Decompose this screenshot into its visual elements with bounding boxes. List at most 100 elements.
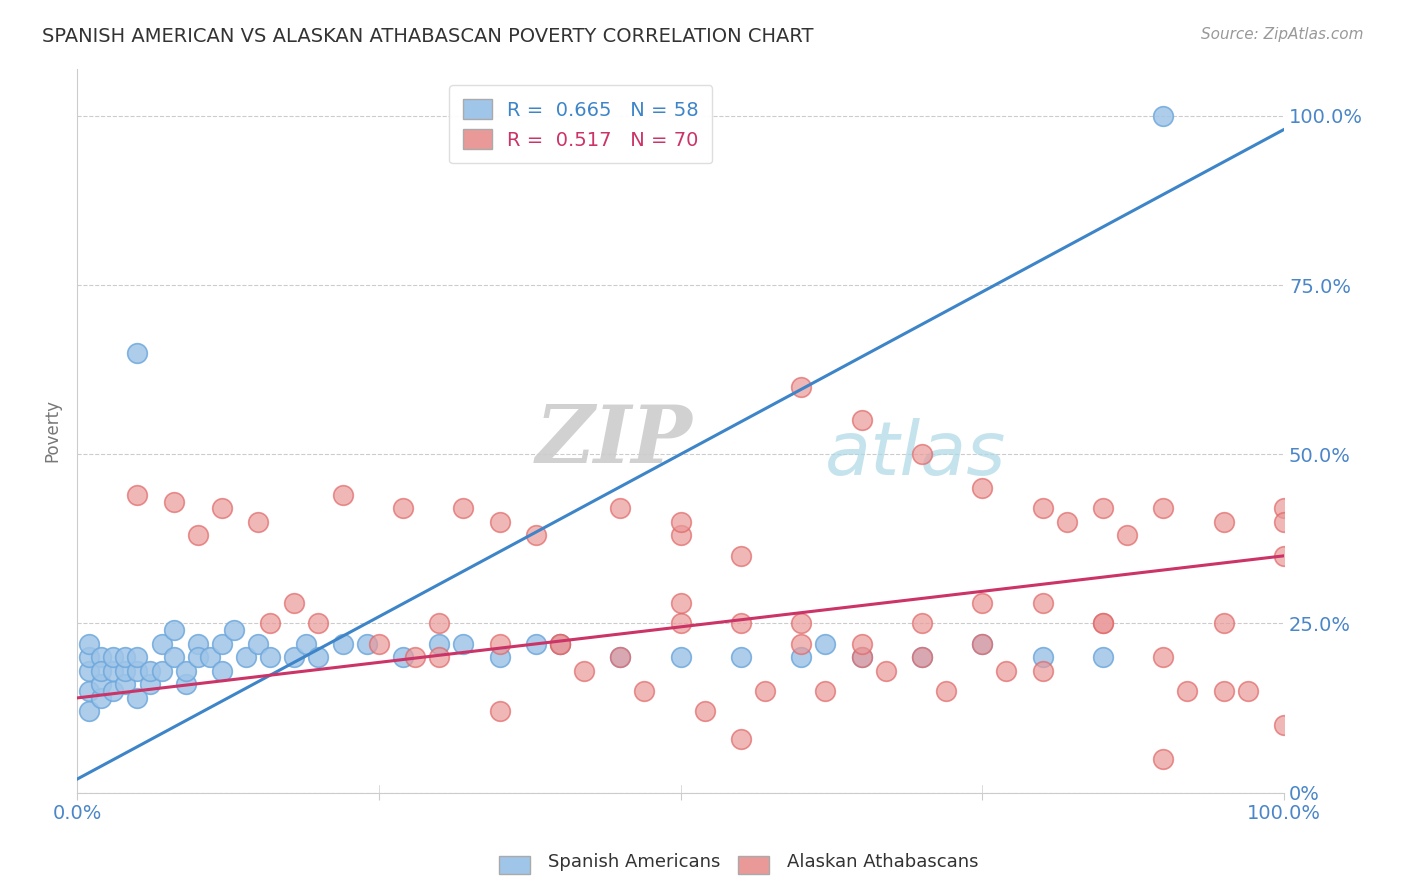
Point [1056,515,1078,529]
Point [669,616,692,631]
Point [259,650,281,665]
Point [1032,501,1054,516]
Point [1152,650,1174,665]
Point [1272,549,1295,563]
Point [1152,109,1174,123]
Legend: R =  0.665   N = 58, R =  0.517   N = 70: R = 0.665 N = 58, R = 0.517 N = 70 [449,86,713,163]
Point [669,596,692,610]
Point [295,637,318,651]
Point [77,684,100,698]
Point [356,637,378,651]
Point [524,528,547,542]
Point [367,637,389,651]
Point [103,664,125,678]
Point [548,637,571,651]
Point [548,637,571,651]
Point [103,684,125,698]
Point [187,528,209,542]
Point [283,650,305,665]
Point [730,650,752,665]
Point [1152,752,1174,766]
Point [669,528,692,542]
Point [127,690,149,705]
Point [524,637,547,651]
Point [790,616,813,631]
Point [163,624,186,638]
Point [114,650,136,665]
Point [114,677,136,691]
Point [247,515,270,529]
Point [187,637,209,651]
Point [609,501,631,516]
Point [187,650,209,665]
Point [790,650,813,665]
Text: Spanish Americans: Spanish Americans [548,853,721,871]
Point [332,637,354,651]
Point [995,664,1018,678]
Text: atlas: atlas [825,418,1007,491]
Point [972,637,994,651]
Point [163,494,186,508]
Point [127,664,149,678]
Point [488,637,510,651]
Point [222,624,245,638]
Point [488,650,510,665]
Point [150,664,173,678]
Point [1212,515,1234,529]
Text: Alaskan Athabascans: Alaskan Athabascans [787,853,979,871]
Point [1091,650,1114,665]
Point [427,616,450,631]
Point [1212,616,1234,631]
Point [1091,616,1114,631]
Point [392,650,415,665]
Point [609,650,631,665]
Text: SPANISH AMERICAN VS ALASKAN ATHABASCAN POVERTY CORRELATION CHART: SPANISH AMERICAN VS ALASKAN ATHABASCAN P… [42,27,814,45]
Point [1272,501,1295,516]
Point [851,650,873,665]
Point [90,664,112,678]
Point [730,731,752,746]
Point [427,637,450,651]
Point [488,515,510,529]
Point [77,650,100,665]
Point [1152,501,1174,516]
Point [814,684,837,698]
Point [790,637,813,651]
Point [911,447,934,461]
Y-axis label: Poverty: Poverty [44,399,60,462]
Point [114,664,136,678]
Point [138,677,160,691]
Point [1177,684,1199,698]
Text: Source: ZipAtlas.com: Source: ZipAtlas.com [1201,27,1364,42]
Point [730,616,752,631]
Point [150,637,173,651]
Text: ZIP: ZIP [536,402,693,480]
Point [972,596,994,610]
Point [548,637,571,651]
Point [488,705,510,719]
Point [935,684,957,698]
Point [235,650,257,665]
Point [308,616,330,631]
Point [90,650,112,665]
Point [669,650,692,665]
Point [851,413,873,427]
Point [669,515,692,529]
Point [1032,650,1054,665]
Point [730,549,752,563]
Point [851,650,873,665]
Point [427,650,450,665]
Point [1032,596,1054,610]
Point [332,488,354,502]
Point [911,650,934,665]
Point [404,650,426,665]
Point [633,684,655,698]
Point [174,664,197,678]
Point [211,664,233,678]
Point [1236,684,1258,698]
Point [1091,616,1114,631]
Point [572,664,595,678]
Point [138,664,160,678]
Point [1116,528,1139,542]
Point [198,650,221,665]
